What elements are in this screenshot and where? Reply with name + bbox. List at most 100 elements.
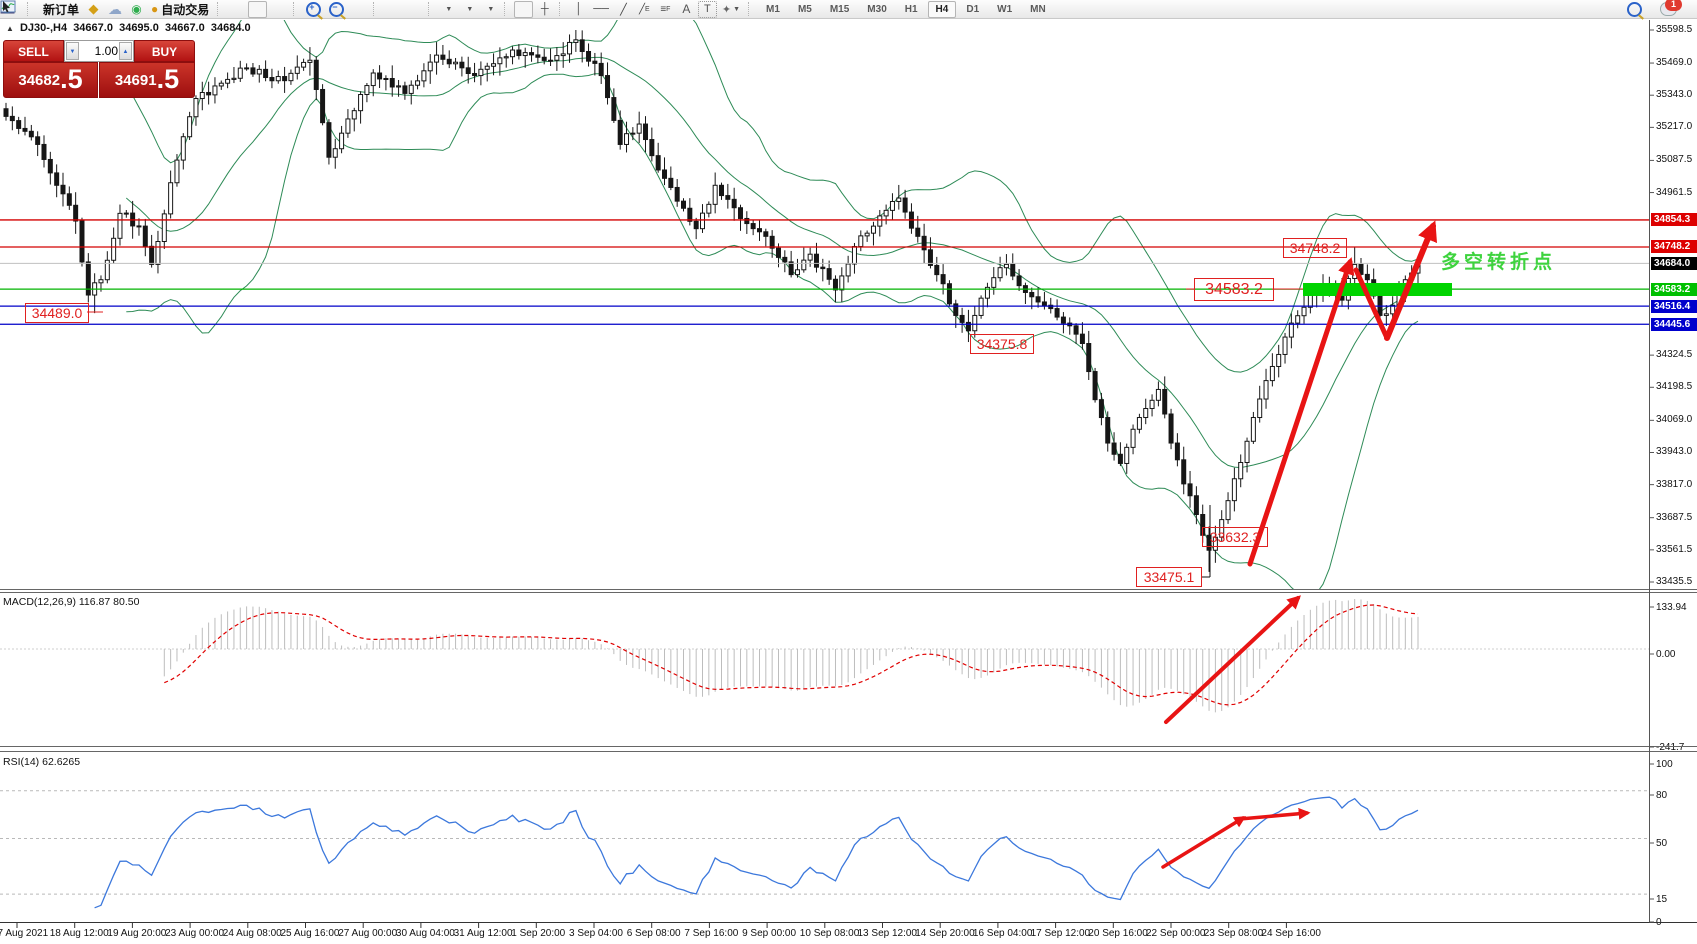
bar-chart-mode-icon[interactable] [1,1,246,18]
timeframe-M1[interactable]: M1 [766,3,780,15]
date-axis-label: 18 Aug 12:00 [49,928,109,939]
indicators-button[interactable]: ▼ [0,0,499,18]
sell-price-frac: .5 [60,64,83,94]
date-axis-label: 20 Sep 16:00 [1088,928,1148,939]
timeframe-W1[interactable]: W1 [997,3,1013,15]
toolbar-separator [27,2,32,16]
price-callout: 34375.8 [970,334,1034,354]
timeframe-M30[interactable]: M30 [867,3,887,15]
trendline-tool-icon[interactable]: ╱ [620,3,627,16]
toolbar-separator [217,2,222,16]
price-axis-tick: 33687.5 [1656,511,1693,523]
toolbar-separator [373,2,378,16]
price-axis-tick: 33817.0 [1656,478,1693,490]
notification-badge: 1 [1665,0,1682,11]
timeframe-H4[interactable]: H4 [927,0,957,18]
fibonacci-tool-icon[interactable]: ≡ F [660,3,671,15]
price-badge: 34445.6 [1651,317,1697,331]
sell-price-panel[interactable]: 34682.5 [3,62,98,98]
buy-price-main: 34691 [114,72,157,89]
price-badge: 34516.4 [1651,299,1697,313]
price-axis-tick: 33943.0 [1656,446,1693,458]
dropdown-arrow-icon: ▼ [733,5,741,13]
horizontal-line-tool-icon[interactable]: ── [593,3,609,15]
timeframe-M5[interactable]: M5 [797,3,812,15]
price-badge: 34748.2 [1651,240,1697,254]
date-axis-label: 30 Aug 04:00 [395,928,455,939]
text-label-tool-icon[interactable]: T [697,0,717,18]
date-axis-label: 9 Sep 00:00 [742,928,797,939]
chart-profile-icon[interactable]: ☁ [108,0,123,17]
price-axis-tick: 35217.0 [1656,121,1693,133]
sell-button[interactable]: SELL [3,40,64,62]
auto-scroll-icon[interactable] [1,1,402,18]
toolbar: ✎ 新订单 ◆ ☁ ◉ ● 自动交易 + − [0,0,1697,19]
volume-box: ▼ ▲ [64,40,134,62]
crosshair-icon[interactable]: ┼ [540,3,549,15]
date-axis-label: 24 Aug 08:00 [222,928,282,939]
date-axis-label: 24 Sep 16:00 [1261,928,1321,939]
rsi-axis-tick: 80 [1656,790,1668,801]
macd-axis-tick: 133.94 [1656,602,1687,613]
cursor-icon[interactable] [3,0,534,18]
buy-button[interactable]: BUY [134,40,195,62]
tile-windows-icon[interactable] [0,0,368,18]
price-axis-tick: 34069.0 [1656,414,1693,426]
text-tool-icon[interactable]: A [682,2,691,16]
notifications-button[interactable]: 1 [1657,0,1682,18]
rsi-label: RSI(14) 62.6265 [3,756,81,768]
new-order-button[interactable]: 新订单 [0,0,82,18]
date-axis-label: 31 Aug 12:00 [453,928,513,939]
price-axis-tick: 33561.5 [1656,543,1693,555]
price-callout: 34748.2 [1283,238,1347,258]
timeframe-H1[interactable]: H1 [904,3,918,15]
toolbar-separator [428,2,433,16]
channel-tool-icon[interactable]: ╱ E [639,3,650,15]
candlestick-mode-icon[interactable] [1,0,268,18]
volume-increase-button[interactable]: ▲ [119,42,132,60]
date-axis-label: 10 Sep 08:00 [799,928,860,939]
timeframe-MN[interactable]: MN [1030,3,1046,15]
quote-bar: ▲ DJ30-,H4 34667.0 34695.0 34667.0 34684… [6,22,251,34]
quote-low: 34667.0 [164,22,205,34]
zoom-in-icon[interactable]: + [303,1,324,18]
toolbar-separator [748,2,753,16]
chart-shift-icon[interactable] [1,1,423,18]
signal-icon[interactable]: ◉ [131,2,142,16]
timeframe-M15[interactable]: M15 [829,3,850,15]
macd-axis-tick: 0.00 [1656,649,1676,660]
price-axis-tick: 35087.5 [1656,154,1693,166]
period-button[interactable]: ▼ [0,0,478,18]
date-axis-label: 23 Aug 00:00 [165,928,225,939]
buy-price-panel[interactable]: 34691.5 [99,62,195,98]
rsi-axis-tick: 100 [1656,759,1673,770]
toolbar-separator [559,2,564,16]
volume-decrease-button[interactable]: ▼ [66,42,79,60]
macd-axis-tick: -241.7 [1656,742,1685,753]
price-axis-tick: 35598.5 [1656,24,1693,35]
auto-trading-icon: ● [151,2,159,16]
zoom-out-icon[interactable]: − [326,1,347,18]
new-chart-button[interactable]: ▼ [0,0,457,18]
date-axis-label: 25 Aug 16:00 [280,928,340,939]
search-icon[interactable] [1624,1,1645,18]
line-chart-mode-icon[interactable] [0,1,288,18]
volume-input[interactable] [80,42,118,60]
chat-bubble-icon: 1 [1660,0,1682,16]
rsi-axis-tick: 50 [1656,838,1668,849]
eraser-icon[interactable]: ◆ [88,1,99,16]
sell-price-main: 34682 [18,72,61,89]
price-axis-tick: 34324.5 [1656,349,1693,361]
shapes-tool-button[interactable]: ✦ ▼ [721,3,741,16]
date-axis-label: 17 Aug 2021 [0,928,49,939]
timeframe-D1[interactable]: D1 [966,3,980,15]
vertical-line-tool-icon[interactable]: │ [575,3,583,15]
rsi-axis-tick: 15 [1656,894,1668,905]
price-axis-tick: 34961.5 [1656,186,1693,198]
dropdown-arrow-icon: ▼ [445,5,453,13]
auto-trading-button[interactable]: ● 自动交易 [148,1,212,18]
quote-close: 34684.0 [210,22,251,34]
buy-price-frac: .5 [156,64,180,94]
timeframe-switcher: M1 M5 M15 M30 H1 H4 D1 W1 MN [758,0,1054,18]
